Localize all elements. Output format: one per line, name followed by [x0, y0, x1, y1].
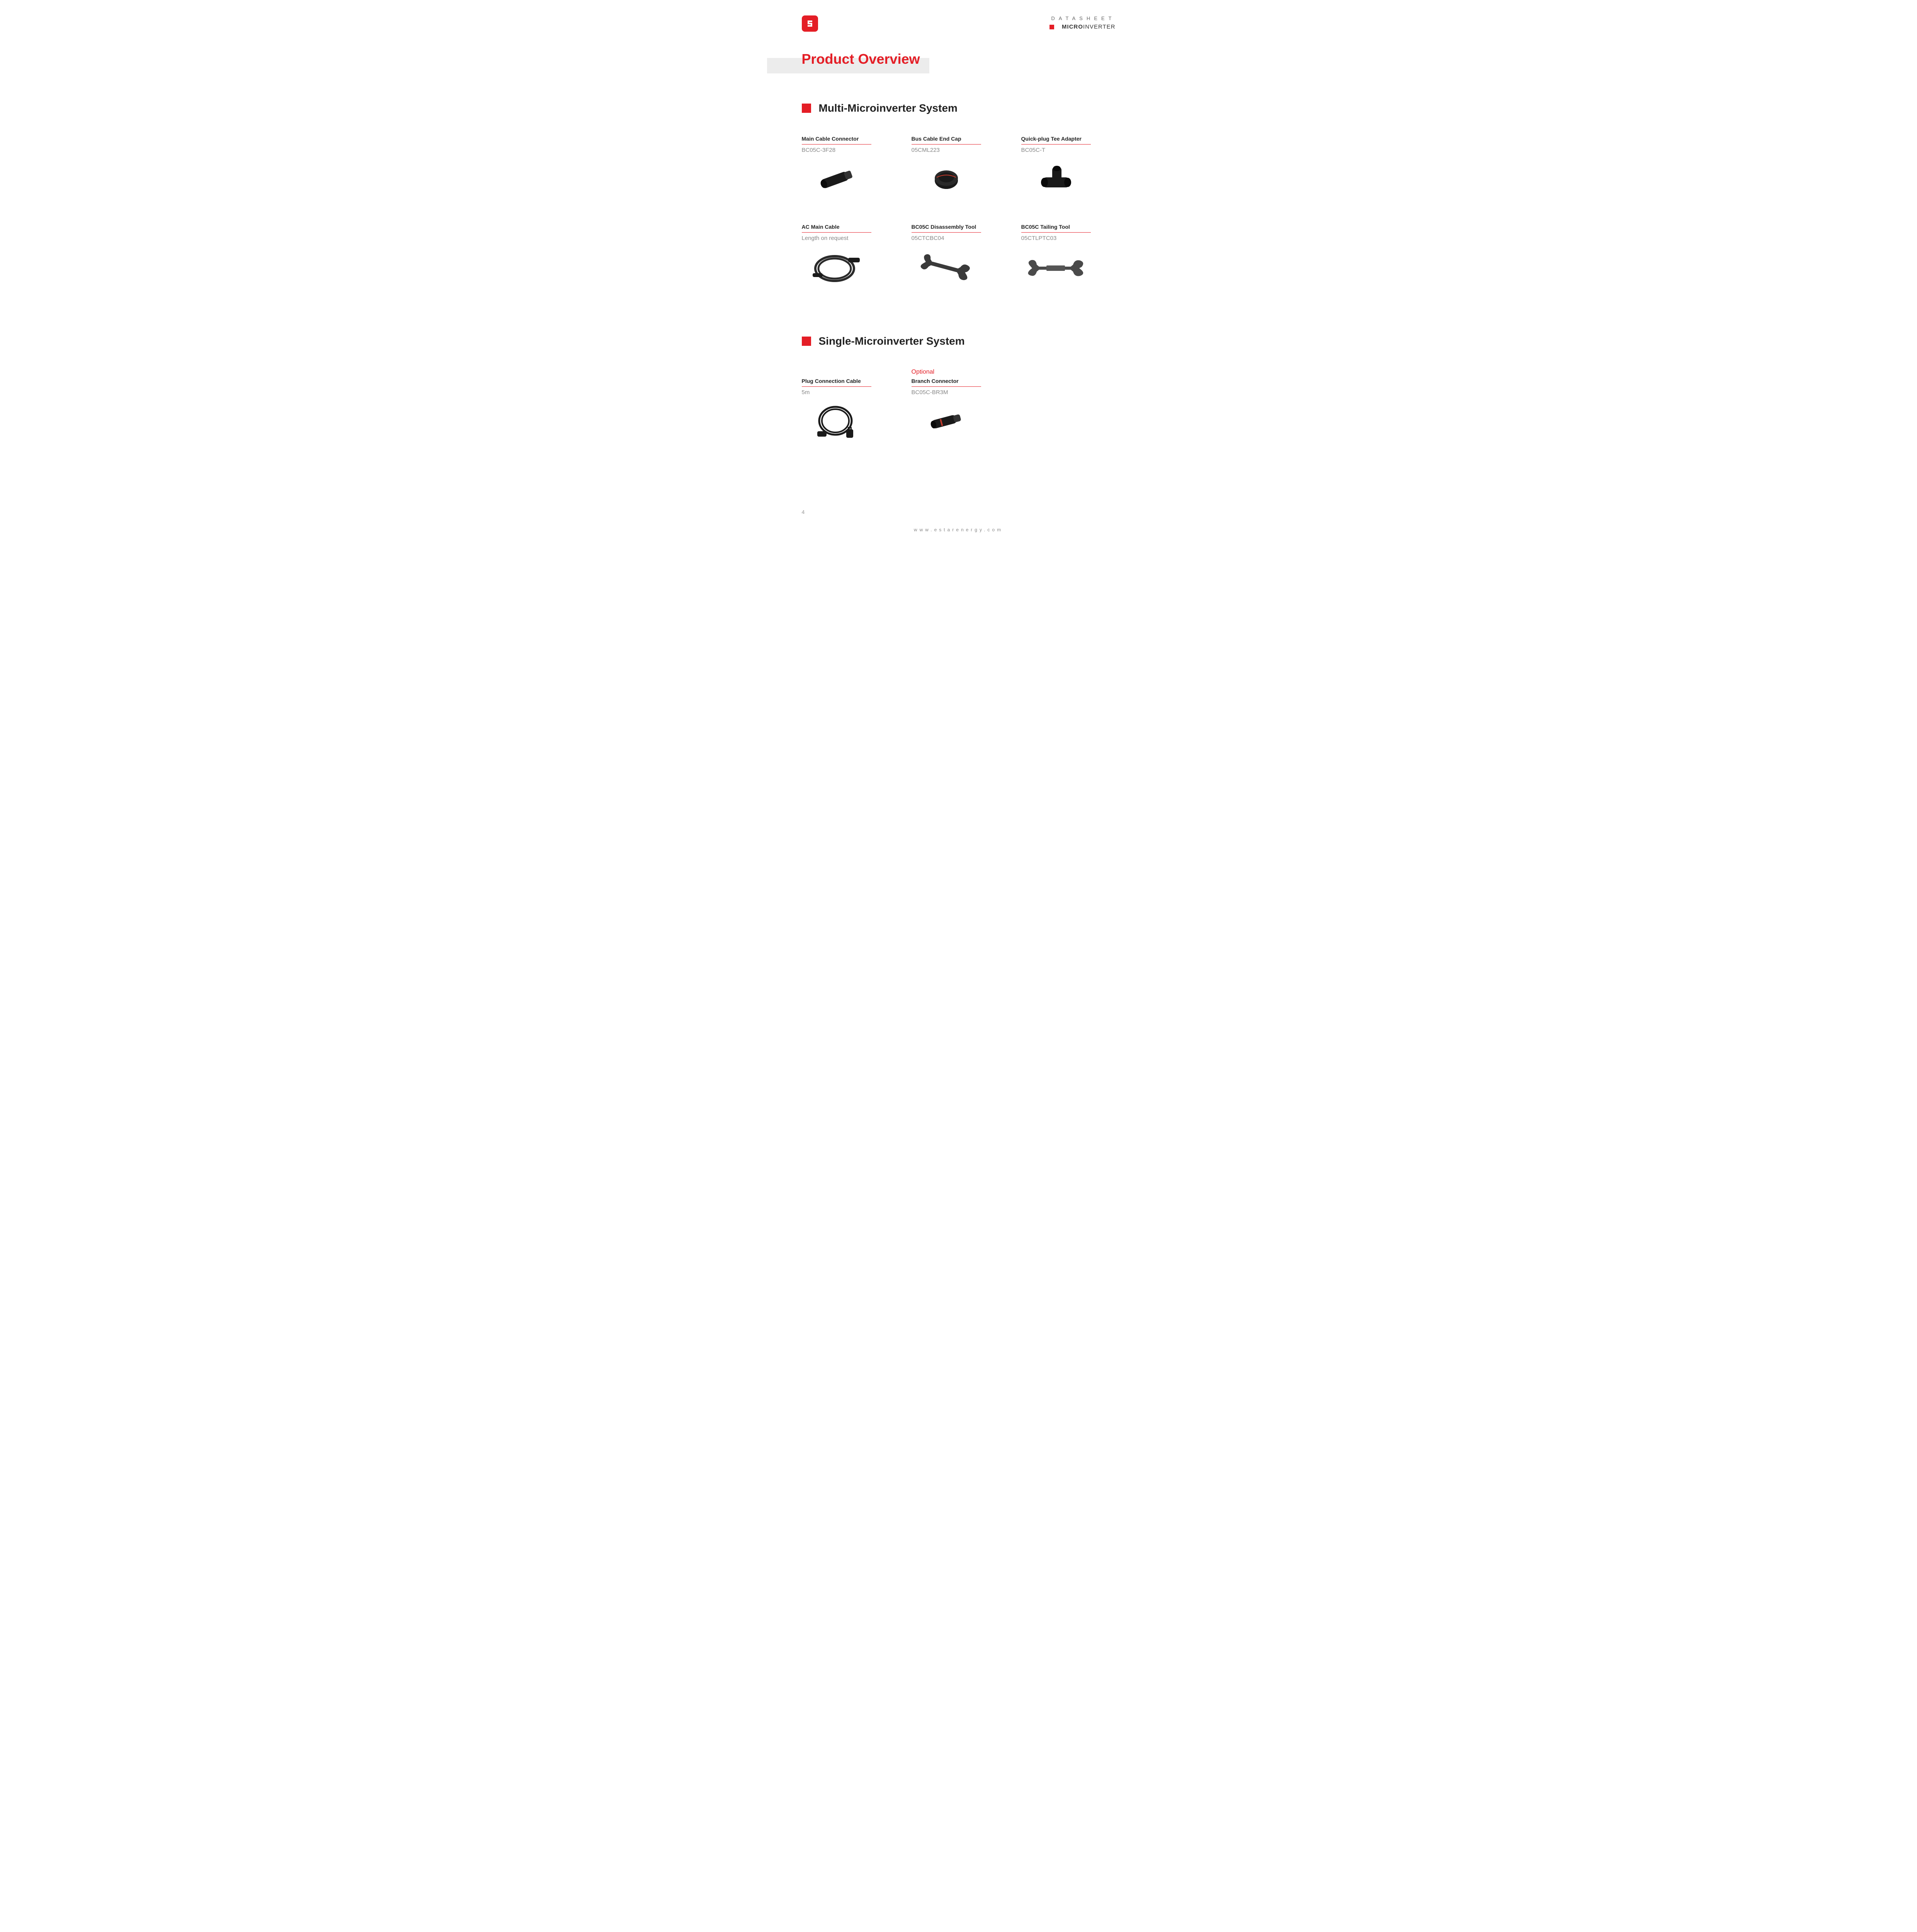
brand-light: INVERTER [1083, 24, 1116, 30]
product-image-branch [912, 400, 981, 443]
product-code: BC05C-BR3M [912, 389, 1006, 396]
product-name: BC05C Tailing Tool [1021, 224, 1091, 233]
brand-text: MICROINVERTER [1062, 24, 1116, 30]
title-block: Product Overview [802, 51, 1116, 67]
accent-square-icon [802, 104, 811, 113]
spacer [802, 369, 896, 378]
brand-logo [802, 15, 818, 32]
product-name: Main Cable Connector [802, 136, 871, 145]
page-number: 4 [802, 509, 805, 515]
product-name: AC Main Cable [802, 224, 871, 233]
product-name: Quick-plug Tee Adapter [1021, 136, 1091, 145]
footer-url: www.estarenergy.com [767, 527, 1150, 532]
product-image-cable [802, 246, 871, 289]
product-item: BC05C Disassembly Tool 05CTCBC04 [912, 224, 1006, 289]
product-image-connector [802, 158, 871, 201]
accent-square-icon [1050, 25, 1054, 29]
product-name: Plug Connection Cable [802, 378, 871, 387]
section-title: Single-Microinverter System [819, 335, 965, 347]
product-code: 05CTLPTC03 [1021, 235, 1116, 242]
product-code: BC05C-T [1021, 147, 1116, 153]
product-image-wrench [1021, 246, 1091, 289]
section-heading: Multi-Microinverter System [802, 102, 1116, 114]
product-code: BC05C-3F28 [802, 147, 896, 153]
product-code: 5m [802, 389, 896, 396]
accent-square-icon [802, 337, 811, 346]
section-heading: Single-Microinverter System [802, 335, 1116, 347]
product-item: Bus Cable End Cap 05CML223 [912, 136, 1006, 201]
product-image-wrench [912, 246, 981, 289]
product-name: Branch Connector [912, 378, 981, 387]
product-code: Length on request [802, 235, 896, 242]
brand-line: MICROINVERTER [1050, 24, 1116, 30]
product-name: Bus Cable End Cap [912, 136, 981, 145]
product-image-endcap [912, 158, 981, 201]
optional-label: Optional [912, 369, 1006, 376]
product-item: Plug Connection Cable 5m [802, 369, 896, 443]
product-image-tee [1021, 158, 1091, 201]
product-code: 05CML223 [912, 147, 1006, 153]
page-title: Product Overview [802, 51, 1116, 67]
product-name: BC05C Disassembly Tool [912, 224, 981, 233]
product-item: AC Main Cable Length on request [802, 224, 896, 289]
section-title: Multi-Microinverter System [819, 102, 958, 114]
product-item: Quick-plug Tee Adapter BC05C-T [1021, 136, 1116, 201]
product-item: Optional Branch Connector BC05C-BR3M [912, 369, 1006, 443]
page-header: DATASHEET MICROINVERTER [802, 15, 1116, 32]
product-item: BC05C Tailing Tool 05CTLPTC03 [1021, 224, 1116, 289]
product-image-plugcable [802, 400, 871, 443]
brand-bold: MICRO [1062, 24, 1083, 30]
product-grid-multi: Main Cable Connector BC05C-3F28 Bus Cabl… [802, 136, 1116, 289]
product-item: Main Cable Connector BC05C-3F28 [802, 136, 896, 201]
header-right: DATASHEET MICROINVERTER [1050, 15, 1116, 30]
product-code: 05CTCBC04 [912, 235, 1006, 242]
datasheet-label: DATASHEET [1050, 15, 1116, 21]
product-grid-single: Plug Connection Cable 5m Optional Branch… [802, 369, 1116, 443]
